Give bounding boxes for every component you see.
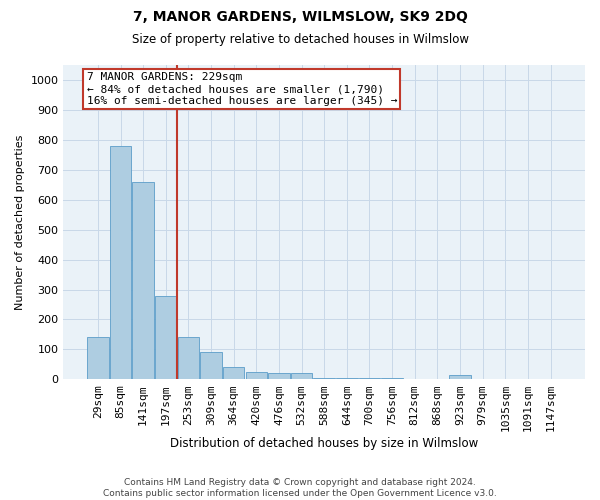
Bar <box>133 182 154 380</box>
Text: 7 MANOR GARDENS: 229sqm
← 84% of detached houses are smaller (1,790)
16% of semi: 7 MANOR GARDENS: 229sqm ← 84% of detache… <box>0 499 1 500</box>
Bar <box>178 338 199 380</box>
Bar <box>382 378 403 380</box>
Bar <box>359 378 380 380</box>
Text: 7, MANOR GARDENS, WILMSLOW, SK9 2DQ: 7, MANOR GARDENS, WILMSLOW, SK9 2DQ <box>133 10 467 24</box>
Text: Size of property relative to detached houses in Wilmslow: Size of property relative to detached ho… <box>131 32 469 46</box>
Bar <box>87 338 109 380</box>
Bar <box>200 352 222 380</box>
Bar <box>313 378 335 380</box>
Bar <box>336 378 358 380</box>
Bar <box>245 372 267 380</box>
Bar <box>268 374 290 380</box>
Bar <box>449 375 471 380</box>
Text: Contains HM Land Registry data © Crown copyright and database right 2024.
Contai: Contains HM Land Registry data © Crown c… <box>103 478 497 498</box>
Bar <box>291 374 313 380</box>
Bar <box>223 368 244 380</box>
X-axis label: Distribution of detached houses by size in Wilmslow: Distribution of detached houses by size … <box>170 437 478 450</box>
Bar <box>110 146 131 380</box>
Bar <box>155 296 176 380</box>
Y-axis label: Number of detached properties: Number of detached properties <box>15 134 25 310</box>
Text: 7 MANOR GARDENS: 229sqm
← 84% of detached houses are smaller (1,790)
16% of semi: 7 MANOR GARDENS: 229sqm ← 84% of detache… <box>86 72 397 106</box>
